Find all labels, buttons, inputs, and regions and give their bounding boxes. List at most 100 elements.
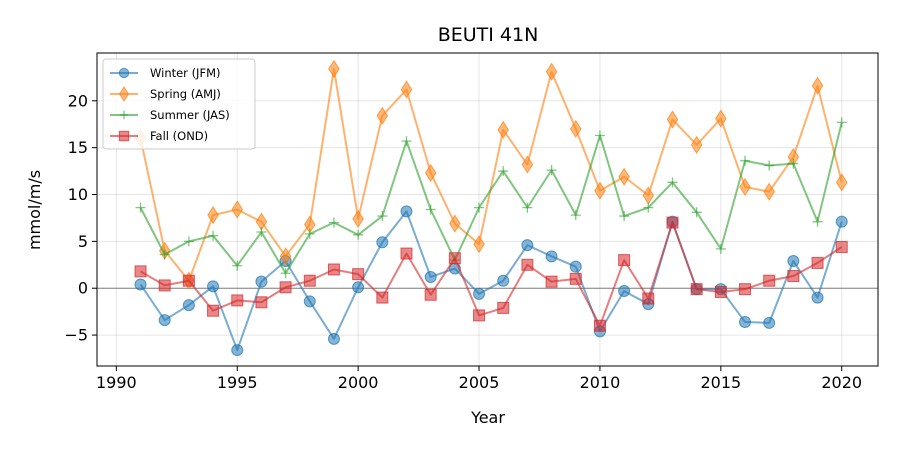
data-point: [788, 158, 799, 169]
series-line: [139, 122, 843, 275]
data-point: [740, 155, 751, 166]
data-point: [546, 165, 557, 176]
data-point: [618, 167, 630, 186]
data-point: [400, 247, 413, 260]
data-point: [835, 215, 848, 228]
data-point: [739, 315, 752, 328]
data-point: [231, 200, 244, 219]
data-point: [497, 120, 510, 139]
legend-label: Summer (JAS): [150, 108, 230, 122]
data-point: [714, 285, 727, 298]
data-point: [690, 283, 703, 296]
data-point: [690, 135, 703, 154]
data-point: [231, 344, 244, 357]
data-point: [134, 265, 147, 278]
data-point: [207, 304, 220, 317]
data-point: [304, 228, 315, 239]
data-point: [569, 119, 582, 139]
legend-item: Fall (OND): [110, 129, 208, 143]
data-point: [255, 275, 268, 288]
data-point: [522, 202, 533, 213]
y-tick-label: −5: [64, 326, 88, 345]
data-point: [594, 130, 605, 141]
data-point: [401, 136, 412, 147]
data-point: [473, 309, 486, 322]
data-point: [545, 275, 558, 288]
data-point: [449, 214, 461, 233]
data-point: [279, 281, 292, 294]
data-point: [521, 258, 534, 271]
data-point: [666, 110, 679, 129]
data-point: [376, 236, 389, 249]
data-point: [353, 229, 364, 240]
y-tick-label: 20: [68, 91, 88, 110]
data-point: [619, 211, 630, 222]
series-circle: [134, 205, 848, 357]
legend-box: [102, 58, 256, 150]
data-point: [570, 210, 581, 221]
data-point: [255, 296, 268, 309]
data-point: [715, 243, 726, 254]
data-point: [400, 80, 413, 99]
legend-marker: [118, 130, 130, 142]
series-layer: [134, 59, 848, 357]
data-point: [376, 291, 389, 304]
legend-item: Spring (AMJ): [110, 86, 221, 102]
data-point: [811, 76, 824, 95]
data-point: [425, 204, 436, 215]
y-axis-title: mmol/m/s: [25, 170, 44, 250]
data-point: [232, 260, 243, 271]
data-point: [280, 268, 291, 279]
data-point: [207, 280, 220, 293]
data-point: [618, 285, 631, 298]
data-point: [618, 254, 631, 267]
y-tick-label: 10: [68, 185, 88, 204]
data-point: [303, 274, 316, 287]
data-point: [182, 274, 195, 287]
data-point: [183, 236, 194, 247]
data-point: [836, 117, 847, 128]
legend-marker: [118, 67, 130, 79]
data-point: [763, 316, 776, 329]
x-tick-label: 2015: [700, 373, 741, 392]
data-point: [473, 235, 485, 254]
legend: Winter (JFM) Spring (AMJ) Summer (JAS) Fall…: [102, 58, 256, 150]
data-point: [594, 181, 606, 200]
data-point: [424, 270, 437, 283]
x-tick-label: 2005: [459, 373, 500, 392]
legend-label: Winter (JFM): [150, 66, 220, 80]
data-point: [811, 291, 824, 304]
series-plus: [135, 117, 847, 279]
data-point: [642, 292, 655, 305]
data-point: [473, 287, 486, 300]
data-point: [835, 173, 848, 192]
data-point: [666, 216, 679, 229]
data-point: [231, 294, 244, 307]
data-point: [400, 205, 413, 218]
legend-marker: [119, 110, 129, 120]
data-point: [521, 239, 534, 252]
data-point: [569, 260, 582, 273]
series-square: [134, 216, 848, 332]
data-point: [643, 202, 654, 213]
legend-item: Summer (JAS): [110, 108, 230, 122]
legend-label: Fall (OND): [150, 129, 208, 143]
data-point: [667, 177, 678, 188]
data-point: [521, 155, 534, 174]
x-tick-label: 2010: [580, 373, 621, 392]
x-axis: 1990 1995 2000 2005 2010 2015 2020: [96, 366, 862, 392]
data-point: [448, 252, 461, 265]
legend-marker: [118, 86, 130, 102]
data-point: [328, 217, 339, 228]
series-diamond: [134, 59, 848, 290]
data-point: [352, 268, 365, 281]
x-tick-label: 2020: [821, 373, 862, 392]
data-point: [812, 216, 823, 227]
legend-item: Winter (JFM): [110, 66, 220, 80]
data-point: [207, 205, 219, 225]
data-point: [474, 202, 485, 213]
x-tick-label: 1995: [217, 373, 258, 392]
data-point: [327, 263, 340, 276]
data-point: [424, 288, 437, 301]
